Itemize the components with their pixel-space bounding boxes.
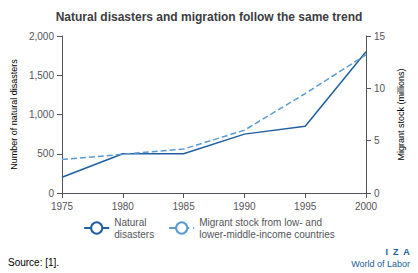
svg-text:0: 0 bbox=[374, 188, 380, 199]
svg-text:2,000: 2,000 bbox=[29, 31, 54, 42]
svg-text:Number of natural disasters: Number of natural disasters bbox=[9, 59, 19, 170]
svg-text:500: 500 bbox=[37, 148, 54, 159]
svg-text:1985: 1985 bbox=[172, 201, 195, 212]
svg-text:Source: [1].: Source: [1]. bbox=[8, 257, 59, 268]
svg-text:I Z A: I Z A bbox=[386, 247, 411, 257]
svg-text:5: 5 bbox=[374, 135, 380, 146]
svg-text:1975: 1975 bbox=[51, 201, 74, 212]
svg-text:2000: 2000 bbox=[355, 201, 378, 212]
svg-text:1,500: 1,500 bbox=[29, 70, 54, 81]
svg-text:lower-middle-income countries: lower-middle-income countries bbox=[199, 229, 335, 240]
svg-text:Migrant stock (millions): Migrant stock (millions) bbox=[396, 68, 406, 160]
svg-text:15: 15 bbox=[374, 31, 386, 42]
svg-text:1995: 1995 bbox=[294, 201, 317, 212]
svg-text:Migrant stock from low- and: Migrant stock from low- and bbox=[199, 217, 322, 228]
svg-text:Natural: Natural bbox=[114, 217, 146, 228]
svg-text:1980: 1980 bbox=[112, 201, 135, 212]
svg-text:1990: 1990 bbox=[233, 201, 256, 212]
svg-text:World of Labor: World of Labor bbox=[351, 259, 410, 269]
svg-text:Natural disasters and migratio: Natural disasters and migration follow t… bbox=[56, 10, 363, 24]
svg-text:disasters: disasters bbox=[114, 229, 154, 240]
svg-text:0: 0 bbox=[48, 188, 54, 199]
svg-text:1,000: 1,000 bbox=[29, 109, 54, 120]
svg-text:10: 10 bbox=[374, 83, 386, 94]
